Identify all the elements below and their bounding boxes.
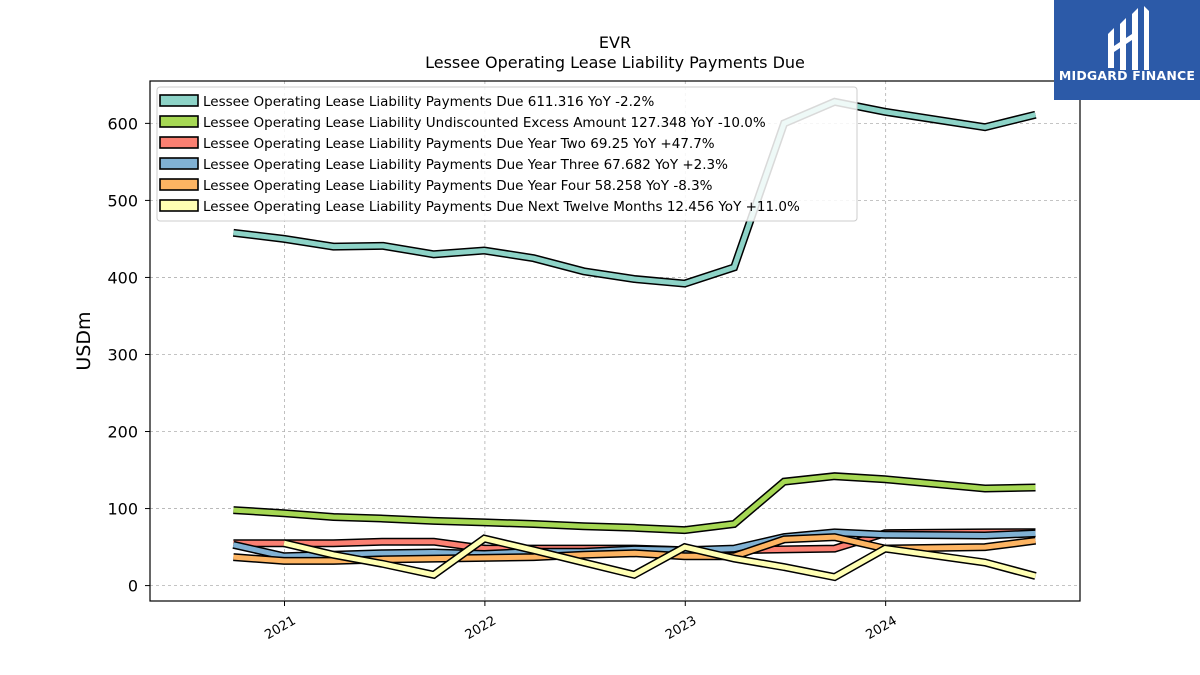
legend-entry-1: Lessee Operating Lease Liability Undisco… [203, 115, 766, 131]
y-tick-label: 100 [107, 500, 138, 519]
x-tick-label: 2022 [463, 613, 499, 643]
legend-swatch-4 [159, 178, 199, 191]
y-tick-label: 400 [107, 268, 138, 287]
chart-subtitle: Lessee Operating Lease Liability Payment… [425, 53, 805, 72]
plot-frame [149, 80, 1081, 602]
y-axis-label: USDm [73, 311, 95, 370]
legend-entry-3: Lessee Operating Lease Liability Payment… [203, 157, 728, 173]
legend-entry-5: Lessee Operating Lease Liability Payment… [203, 199, 800, 215]
legend-entry-2: Lessee Operating Lease Liability Payment… [203, 136, 715, 152]
x-tick-label: 2024 [863, 613, 899, 643]
y-tick-label: 600 [107, 114, 138, 133]
midgard-logo-icon [1108, 6, 1149, 70]
y-tick-label: 0 [128, 577, 138, 596]
legend-swatch-5 [159, 199, 199, 212]
legend-entry-0: Lessee Operating Lease Liability Payment… [203, 94, 654, 110]
logo-text: MIDGARD FINANCE [1058, 68, 1196, 83]
y-tick-label: 200 [107, 423, 138, 442]
legend-swatch-0 [159, 94, 199, 107]
series-line-5 [283, 535, 1037, 580]
chart-title-block: EVR Lessee Operating Lease Liability Pay… [150, 33, 1080, 73]
legend-swatch-3 [159, 157, 199, 170]
y-tick-label: 500 [107, 191, 138, 210]
chart-title: EVR [598, 33, 632, 52]
legend-swatch-1 [159, 115, 199, 128]
legend-box [156, 86, 858, 222]
x-tick-label: 2023 [663, 613, 699, 643]
legend-swatch-2 [159, 136, 199, 149]
series-line-0 [233, 99, 1037, 287]
series-line-1 [233, 473, 1036, 533]
y-tick-label: 300 [107, 345, 138, 364]
legend-entry-4: Lessee Operating Lease Liability Payment… [203, 178, 713, 194]
brand-logo: MIDGARD FINANCE [1054, 0, 1200, 100]
x-tick-label: 2021 [262, 613, 298, 643]
